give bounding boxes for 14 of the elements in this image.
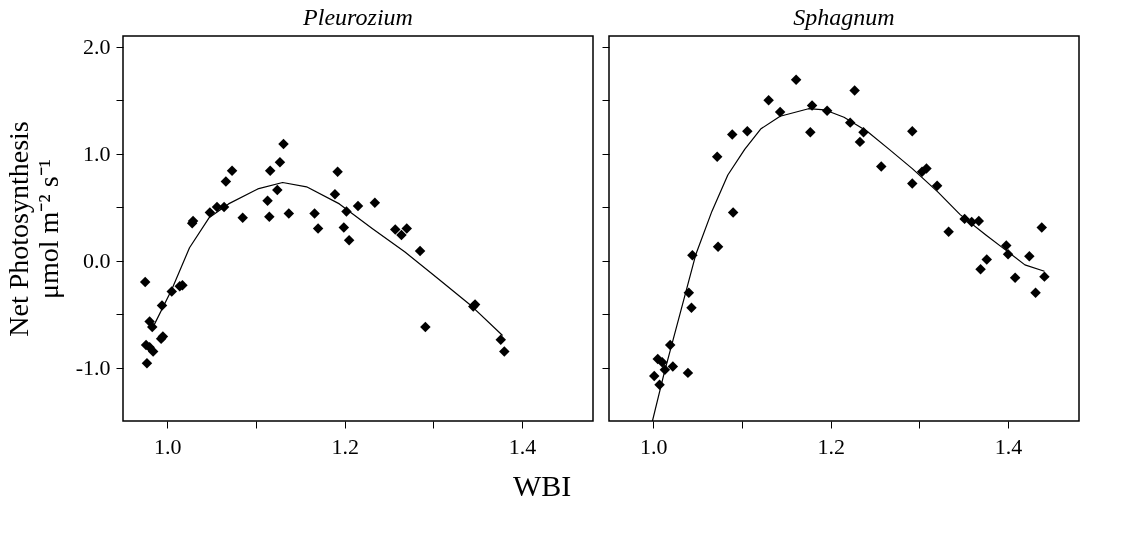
chart-title: Pleurozium (302, 3, 413, 30)
x-tick-label: 1.2 (817, 433, 845, 459)
x-tick-label: 1.2 (331, 433, 359, 459)
y-tick-label: -1.0 (75, 355, 111, 381)
x-axis-title: WBI (512, 468, 572, 502)
y-axis-title: Net Photosynthesis μmol m⁻² s⁻¹ (2, 121, 64, 337)
chart-title: Sphagnum (793, 4, 895, 30)
x-tick-label: 1.0 (640, 433, 668, 459)
x-tick-label: 1.0 (154, 433, 182, 459)
x-tick-label: 1.4 (508, 433, 537, 459)
y-tick-label: 2.0 (83, 34, 111, 60)
y-tick-label: 0.0 (83, 248, 111, 274)
x-tick-label: 1.4 (994, 433, 1023, 459)
y-tick-label: 1.0 (83, 141, 111, 167)
